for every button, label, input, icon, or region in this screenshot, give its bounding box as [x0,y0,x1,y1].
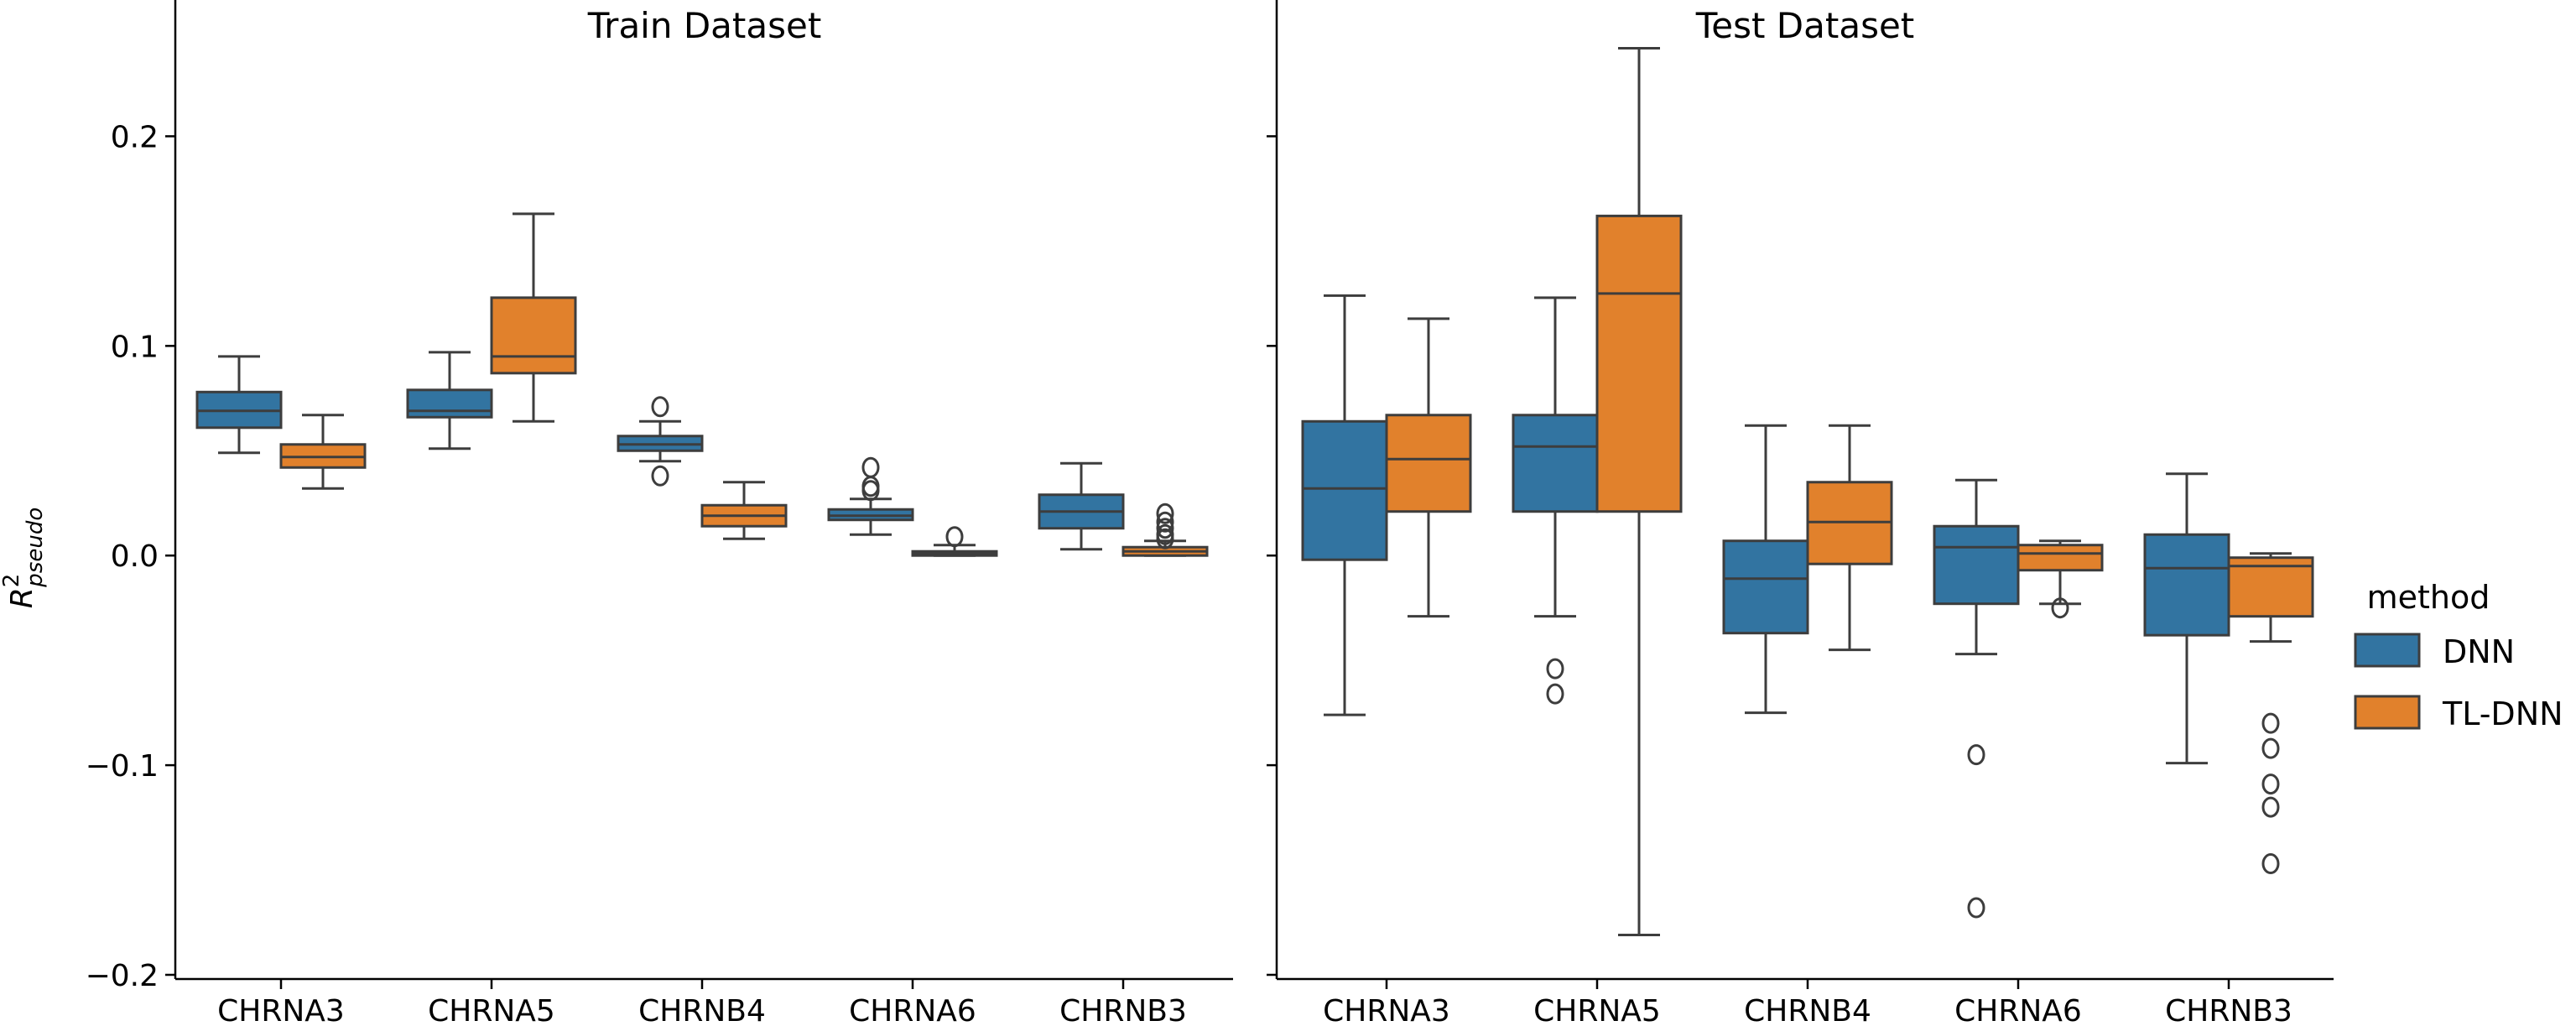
box-iqr [1301,419,1388,561]
box-iqr [2143,533,2230,637]
box-dnn-chrnb3 [2143,472,2230,765]
box-tl-dnn-chrna3 [1385,317,1472,618]
outlier-point [1967,897,1985,919]
y-tick-label: −0.2 [86,959,159,993]
outlier-point [1156,518,1174,539]
box-iqr [1722,539,1809,635]
box-tl-dnn-chrnb4 [700,481,788,540]
x-tick-label: CHRNA6 [1954,994,2082,1026]
box-iqr [2017,544,2104,572]
box-dnn-chrna5 [1512,296,1599,705]
x-tick-label: CHRNB4 [638,994,766,1026]
box-dnn-chrnb4 [617,396,704,487]
outlier-point [2261,773,2280,795]
y-tick-label: −0.1 [86,749,159,784]
outlier-point [651,396,669,418]
box-tl-dnn-chrnb3 [1121,503,1209,557]
box-tl-dnn-chrna3 [279,414,367,490]
box-dnn-chrna3 [195,355,283,455]
outlier-point [861,476,880,497]
x-tick-label: CHRNB3 [1059,994,1187,1026]
box-iqr [1512,414,1599,513]
y-tick-label: 0.1 [111,330,159,364]
svg-text:R2pseudo: R2pseudo [0,508,48,609]
box-tl-dnn-chrna5 [1595,46,1683,937]
box-dnn-chrna6 [827,456,914,536]
outlier-point [861,456,880,478]
legend-label-tl-dnn: TL-DNN [2442,695,2563,732]
x-tick-label: CHRNA3 [1323,994,1450,1026]
box-tl-dnn-chrna6 [911,526,998,557]
panel-test: CHRNA3 CHRNA5 CHRNB4 CHRNA6 CHRNB3 [1267,0,2334,1026]
outlier-point [2261,712,2280,734]
box-dnn-chrnb4 [1722,424,1809,715]
box-tl-dnn-chrnb4 [1806,424,1893,652]
legend-swatch-tl-dnn [2354,695,2421,730]
y-tick-label: 0.2 [111,120,159,154]
train-panel-title: Train Dataset [587,5,822,46]
box-dnn-chrna5 [406,351,493,451]
box-dnn-chrnb3 [1038,461,1125,551]
outlier-point [2261,737,2280,759]
x-tick-label: CHRNA5 [1533,994,1661,1026]
outlier-point [1546,683,1564,705]
box-iqr [1385,414,1472,513]
box-tl-dnn-chrnb3 [2227,552,2314,875]
outlier-point [651,465,669,487]
box-tl-dnn-chrna6 [2017,539,2104,619]
outlier-point [861,480,880,502]
outlier-point [2261,796,2280,818]
y-axis-label: R2pseudo [0,508,48,609]
test-panel-title: Test Dataset [1695,5,1915,46]
box-iqr [1933,524,2020,606]
box-iqr [406,388,493,419]
outlier-point [1156,511,1174,533]
legend-swatch-dnn [2354,633,2421,668]
box-iqr [1595,214,1683,513]
x-tick-label: CHRNB4 [1744,994,1871,1026]
legend-title: method [2367,579,2490,616]
legend: method DNN TL-DNN [2354,579,2563,732]
outlier-point [1156,503,1174,524]
box-dnn-chrna6 [1933,478,2020,919]
panel-train: −0.2 −0.1 0.0 0.1 0.2 CHRNA3 CHRNA5 CHRNB4 CHRNA… [86,0,1233,1026]
box-iqr [2227,556,2314,618]
x-tick-label: CHRNB3 [2165,994,2292,1026]
x-tick-label: CHRNA5 [428,994,555,1026]
outlier-point [945,526,964,548]
x-tick-label: CHRNA3 [217,994,345,1026]
box-iqr [490,296,577,375]
outlier-point [1967,744,1985,766]
x-tick-label: CHRNA6 [849,994,976,1026]
outlier-point [2261,853,2280,875]
outlier-point [1156,528,1174,549]
legend-label-dnn: DNN [2443,633,2515,670]
outlier-point [2051,597,2069,619]
box-dnn-chrna3 [1301,294,1388,716]
y-tick-label: 0.0 [111,539,159,574]
box-tl-dnn-chrna5 [490,212,577,423]
outlier-point [1546,658,1564,680]
